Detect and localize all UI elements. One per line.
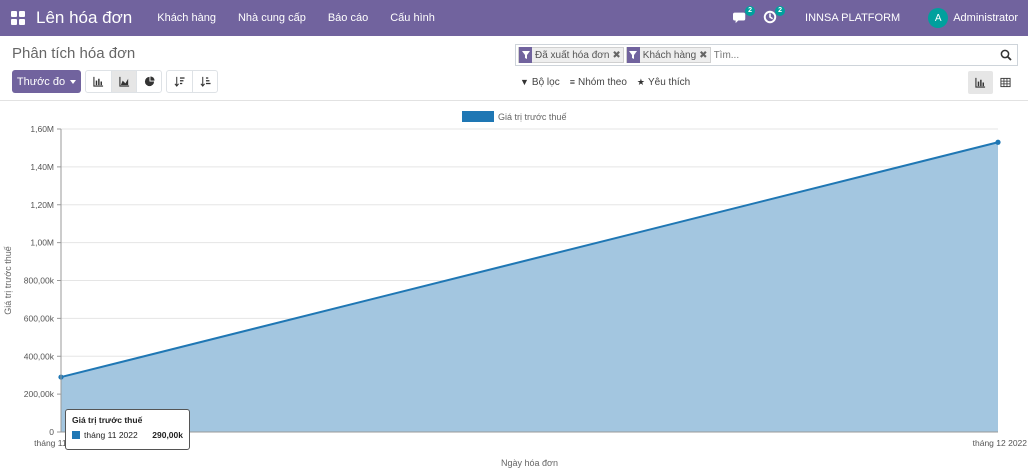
legend-swatch bbox=[462, 111, 494, 122]
search-icon[interactable] bbox=[1000, 49, 1012, 61]
tooltip-swatch bbox=[72, 431, 80, 439]
chart-legend[interactable]: Giá trị trước thuế bbox=[462, 111, 566, 122]
filter-dropdown[interactable]: ▼ Bộ lọc bbox=[520, 77, 560, 88]
x-axis-title: Ngày hóa đơn bbox=[501, 458, 558, 468]
table-icon bbox=[1000, 77, 1011, 88]
y-tick-label: 1,20M bbox=[30, 200, 54, 210]
menu-customers[interactable]: Khách hàng bbox=[157, 12, 216, 24]
funnel-icon: ▼ bbox=[520, 77, 529, 87]
series-area bbox=[61, 142, 998, 432]
chart-type-group bbox=[85, 70, 162, 93]
sort-asc-icon bbox=[200, 76, 211, 87]
measures-label: Thước đo bbox=[16, 75, 66, 88]
apps-menu-icon[interactable] bbox=[11, 11, 25, 25]
filter-icon bbox=[519, 47, 532, 63]
sort-descending-button[interactable] bbox=[167, 71, 192, 92]
activities-badge: 2 bbox=[775, 6, 786, 16]
top-navbar: Lên hóa đơn Khách hàng Nhà cung cấp Báo … bbox=[0, 0, 1028, 36]
favorites-label: Yêu thích bbox=[647, 76, 691, 88]
bar-chart-icon bbox=[93, 76, 104, 87]
series-line bbox=[60, 141, 999, 379]
avatar[interactable]: A bbox=[928, 8, 949, 28]
user-menu[interactable]: Administrator bbox=[953, 12, 1018, 24]
messages-icon[interactable]: 2 bbox=[733, 6, 756, 26]
pie-chart-button[interactable] bbox=[136, 71, 161, 92]
area-chart: 0 200,00k 400,00k 600,00k 800,00k 1,00M 1,20M 1… bbox=[3, 124, 1028, 468]
app-name[interactable]: Lên hóa đơn bbox=[36, 8, 133, 27]
groupby-label: Nhóm theo bbox=[577, 76, 627, 88]
control-panel: Phân tích hóa đơn Thước đo Đã xuất hóa đ… bbox=[0, 36, 1028, 101]
filter-label: Bộ lọc bbox=[531, 76, 560, 88]
search-options: ▼ Bộ lọc ≡ Nhóm theo ★ Yêu thích bbox=[515, 71, 695, 93]
close-icon[interactable]: ✖ bbox=[612, 49, 621, 61]
caret-down-icon bbox=[70, 79, 77, 84]
pivot-view-button[interactable] bbox=[993, 71, 1018, 94]
tooltip-value: 290,00k bbox=[152, 430, 183, 440]
facet-label: Khách hàng bbox=[642, 49, 697, 61]
area-chart-icon bbox=[118, 76, 129, 87]
favorites-dropdown[interactable]: ★ Yêu thích bbox=[637, 77, 690, 88]
page-title: Phân tích hóa đơn bbox=[12, 45, 136, 62]
facet-invoiced: Đã xuất hóa đơn ✖ bbox=[518, 47, 624, 63]
company-switcher[interactable]: INNSA PLATFORM bbox=[805, 12, 901, 24]
legend-label: Giá trị trước thuế bbox=[498, 111, 567, 122]
y-tick-label: 200,00k bbox=[24, 389, 55, 399]
menu-reporting[interactable]: Báo cáo bbox=[327, 12, 369, 24]
y-tick-label: 600,00k bbox=[24, 313, 55, 323]
search-bar: Đã xuất hóa đơn ✖ Khách hàng ✖ bbox=[515, 44, 1018, 66]
star-icon: ★ bbox=[636, 76, 645, 87]
y-tick-label: 1,60M bbox=[30, 124, 54, 134]
graph-view: 0 200,00k 400,00k 600,00k 800,00k 1,00M 1,20M 1… bbox=[0, 102, 1028, 473]
tooltip-label: tháng 11 2022 bbox=[84, 430, 138, 440]
facet-label: Đã xuất hóa đơn bbox=[535, 49, 610, 61]
view-switcher bbox=[968, 71, 1018, 94]
messages-badge: 2 bbox=[745, 6, 756, 16]
sort-ascending-button[interactable] bbox=[192, 71, 217, 92]
y-tick-label: 0 bbox=[49, 427, 54, 437]
y-tick-label: 800,00k bbox=[24, 276, 55, 286]
menu-configuration[interactable]: Cấu hình bbox=[390, 12, 435, 24]
y-tick-label: 1,40M bbox=[30, 162, 54, 172]
chart-tooltip: Giá trị trước thuế tháng 11 2022 290,00k bbox=[65, 409, 190, 450]
line-chart-button[interactable] bbox=[111, 71, 136, 92]
sort-desc-icon bbox=[174, 76, 185, 87]
bar-chart-icon bbox=[975, 77, 986, 88]
x-tick-label: tháng 11 2022 bbox=[34, 438, 88, 448]
sort-group bbox=[166, 70, 218, 93]
x-tick-label: tháng 12 2022 bbox=[973, 438, 1028, 448]
close-icon[interactable]: ✖ bbox=[699, 49, 708, 61]
graph-view-button[interactable] bbox=[968, 71, 993, 94]
activities-icon[interactable]: 2 bbox=[763, 6, 786, 26]
facet-customer: Khách hàng ✖ bbox=[625, 47, 711, 63]
measures-button[interactable]: Thước đo bbox=[12, 70, 81, 93]
groupby-dropdown[interactable]: ≡ Nhóm theo bbox=[570, 77, 627, 88]
y-tick-label: 1,00M bbox=[30, 238, 54, 248]
menu-vendors[interactable]: Nhà cung cấp bbox=[237, 12, 306, 24]
tooltip-title: Giá trị trước thuế bbox=[72, 415, 143, 425]
bars-icon: ≡ bbox=[569, 77, 575, 87]
data-point bbox=[995, 139, 1001, 145]
y-tick-label: 400,00k bbox=[24, 351, 55, 361]
filter-icon bbox=[626, 47, 640, 63]
pie-chart-icon bbox=[144, 76, 155, 87]
bar-chart-button[interactable] bbox=[86, 71, 111, 92]
search-input[interactable] bbox=[713, 49, 994, 61]
y-axis-title: Giá trị trước thuế bbox=[3, 246, 13, 314]
